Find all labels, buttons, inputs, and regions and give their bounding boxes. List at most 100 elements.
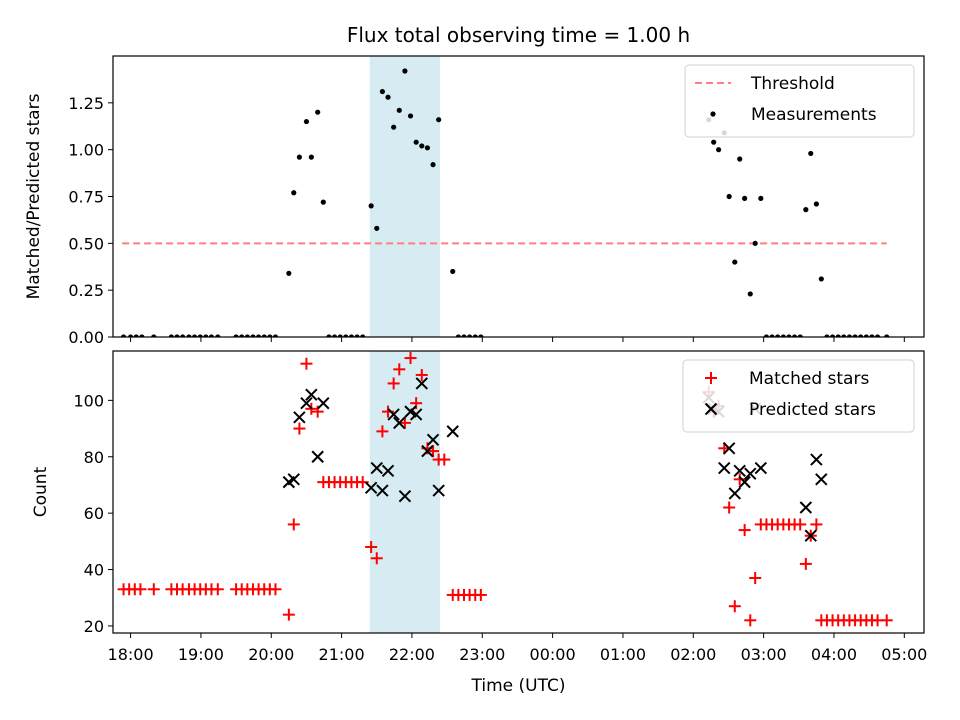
measurement-point <box>120 334 127 337</box>
measurement-point <box>775 334 781 337</box>
measurement-point <box>186 334 192 337</box>
predicted-star-marker <box>722 442 736 455</box>
measurement-point <box>208 334 215 337</box>
marker-stroke <box>722 442 736 455</box>
predicted-star-marker <box>370 461 383 475</box>
measurement-point <box>716 147 722 153</box>
measurement-point <box>472 334 478 337</box>
measurement-point <box>308 154 314 160</box>
y-tick-label: 60 <box>84 504 104 523</box>
measurement-point <box>337 334 343 337</box>
measurement-point <box>391 124 397 130</box>
predicted-star-marker <box>804 529 817 542</box>
measurement-point <box>430 162 436 168</box>
predicted-star-marker <box>409 408 423 421</box>
predicted-star-marker <box>754 461 768 475</box>
measurement-point <box>747 291 753 297</box>
matched-star-marker <box>376 425 389 438</box>
matched-star-marker <box>134 583 147 596</box>
measurement-point <box>874 334 881 337</box>
measurement-point <box>197 334 203 337</box>
measurement-point <box>233 334 239 337</box>
matched-star-marker <box>387 377 400 390</box>
measurement-point <box>835 334 841 337</box>
measurement-point <box>127 334 134 337</box>
predicted-star-marker <box>733 464 746 478</box>
y-axis-label: Matched/Predicted stars <box>24 93 44 299</box>
matched-star-marker <box>415 368 428 381</box>
measurement-point <box>331 334 338 337</box>
predicted-star-marker <box>718 461 731 475</box>
measurement-point <box>797 334 803 337</box>
measurement-point <box>385 94 391 100</box>
legend-label: Threshold <box>750 74 835 94</box>
matched-star-marker <box>723 501 736 514</box>
measurement-point <box>424 145 431 151</box>
measurement-point <box>455 334 461 337</box>
measurement-point <box>752 240 758 246</box>
x-tick-label: 19:00 <box>178 645 224 664</box>
predicted-star-marker <box>415 377 428 390</box>
measurement-point <box>407 113 414 119</box>
legend-box <box>684 64 915 138</box>
measurement-point <box>467 334 473 337</box>
measurement-point <box>829 334 836 337</box>
marker-stroke <box>415 377 428 390</box>
x-tick-label: 22:00 <box>389 645 435 664</box>
measurement-point <box>413 139 419 145</box>
predicted-star-marker <box>293 411 306 424</box>
matched-star-marker <box>474 588 487 601</box>
measurement-point <box>296 154 302 160</box>
measurement-point <box>841 334 847 337</box>
predicted-star-marker <box>738 475 751 489</box>
matched-star-marker <box>287 518 300 531</box>
predicted-star-marker <box>317 396 330 410</box>
legend-predicted-key <box>704 402 718 416</box>
matched-star-marker <box>370 552 383 565</box>
predicted-star-marker <box>744 467 757 480</box>
measurement-point <box>791 334 798 337</box>
measurement-point <box>763 334 770 337</box>
x-tick-label: 21:00 <box>319 645 365 664</box>
marker-stroke <box>404 405 417 418</box>
marker-stroke <box>799 501 813 514</box>
measurement-point <box>869 334 875 337</box>
matched-star-marker <box>293 422 306 435</box>
marker-stroke <box>744 467 757 480</box>
measurement-point <box>168 334 174 337</box>
matched-star-marker <box>427 445 440 458</box>
predicted-star-marker <box>432 484 445 497</box>
measurement-point <box>348 334 355 337</box>
measurement-point <box>368 203 374 209</box>
measurement-point <box>139 334 145 337</box>
predicted-star-marker <box>810 453 823 466</box>
legend-box <box>682 359 915 433</box>
marker-stroke <box>370 461 383 475</box>
matched-star-marker <box>794 518 807 531</box>
marker-stroke <box>305 388 318 401</box>
predicted-star-marker <box>393 416 406 430</box>
measurement-point <box>786 334 792 337</box>
x-tick-label: 00:00 <box>530 645 576 664</box>
matched-star-marker <box>728 600 741 613</box>
measurement-point <box>379 88 385 95</box>
predicted-star-marker <box>364 481 378 494</box>
legend: Matched stars Predicted stars <box>682 359 915 433</box>
measurement-point <box>824 334 830 337</box>
measurement-point <box>478 334 484 337</box>
marker-stroke <box>293 411 306 424</box>
marker-stroke <box>728 487 741 500</box>
y-tick-label: 80 <box>84 448 104 467</box>
legend-label: Predicted stars <box>749 400 876 420</box>
measurement-point <box>315 109 321 115</box>
marker-stroke <box>446 425 459 438</box>
matched-star-marker <box>300 357 313 370</box>
predicted-star-marker <box>815 473 828 486</box>
y-tick-label: 1.00 <box>68 141 104 160</box>
measurement-point <box>769 334 775 337</box>
measurement-point <box>291 190 297 196</box>
matched-star-marker <box>749 572 762 585</box>
measurement-point <box>256 334 262 337</box>
measurement-point <box>852 334 858 337</box>
matched-star-marker <box>880 614 893 627</box>
